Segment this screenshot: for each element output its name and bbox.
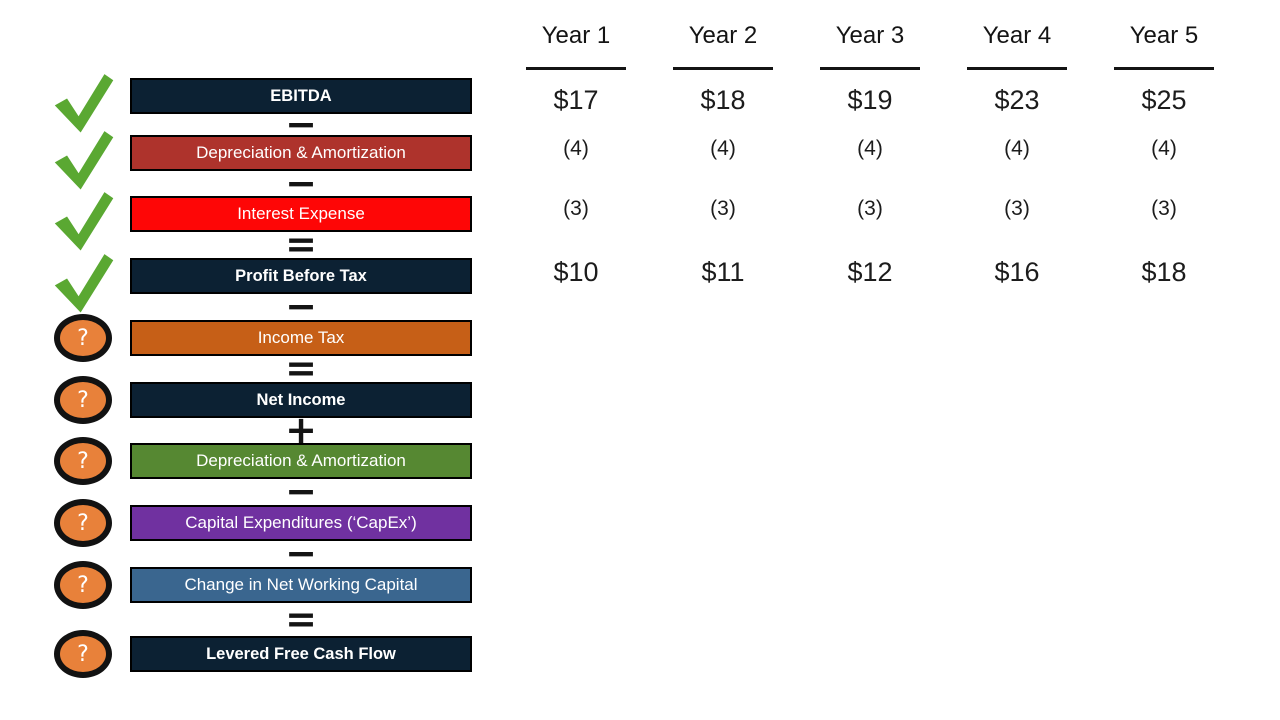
year-underline bbox=[820, 67, 920, 70]
bar-label: Depreciation & Amortization bbox=[196, 451, 406, 470]
value-cell: (4) bbox=[857, 137, 883, 160]
bar-label: Change in Net Working Capital bbox=[184, 575, 418, 594]
question-icon: ? bbox=[54, 314, 112, 362]
check-icon bbox=[54, 192, 114, 251]
equals-operator: = bbox=[285, 222, 317, 266]
value-cell: (3) bbox=[1004, 197, 1030, 220]
bar-net-income: Net Income bbox=[130, 382, 472, 418]
value-cell: $17 bbox=[553, 85, 599, 115]
year-underline bbox=[526, 67, 626, 70]
bar-income-tax: Income Tax bbox=[130, 320, 472, 356]
year-underline bbox=[1114, 67, 1214, 70]
bar-change-in-net-working-capital: Change in Net Working Capital bbox=[130, 567, 472, 603]
bar-capital-expenditures: Capital Expenditures (‘CapEx’) bbox=[130, 505, 472, 541]
bar-profit-before-tax: Profit Before Tax bbox=[130, 258, 472, 294]
value-cell: (4) bbox=[710, 137, 736, 160]
year-header-1: Year 1 bbox=[541, 22, 611, 49]
value-cell: $18 bbox=[1141, 257, 1187, 287]
value-cell: $19 bbox=[847, 85, 893, 115]
value-cell: (4) bbox=[563, 137, 589, 160]
bar-interest-expense: Interest Expense bbox=[130, 196, 472, 232]
value-cell: (3) bbox=[563, 197, 589, 220]
value-cell: $16 bbox=[994, 257, 1040, 287]
year-underline bbox=[673, 67, 773, 70]
value-cell: $23 bbox=[994, 85, 1040, 115]
bar-ebitda: EBITDA bbox=[130, 78, 472, 114]
value-cell: $18 bbox=[700, 85, 746, 115]
bar-label: Profit Before Tax bbox=[235, 266, 367, 285]
bar-label: Depreciation & Amortization bbox=[196, 143, 406, 162]
value-cell: (4) bbox=[1004, 137, 1030, 160]
equals-operator: = bbox=[285, 346, 317, 390]
bar-levered-free-cash-flow: Levered Free Cash Flow bbox=[130, 636, 472, 672]
question-icon: ? bbox=[54, 376, 112, 424]
value-cell: (3) bbox=[1151, 197, 1177, 220]
year-header-5: Year 5 bbox=[1129, 22, 1199, 49]
bar-label: Levered Free Cash Flow bbox=[206, 644, 396, 663]
question-icon: ? bbox=[54, 437, 112, 485]
year-underline bbox=[967, 67, 1067, 70]
check-icon bbox=[54, 74, 114, 133]
bar-label: Income Tax bbox=[257, 328, 345, 347]
question-icon: ? bbox=[54, 561, 112, 609]
minus-operator: − bbox=[285, 469, 317, 513]
minus-operator: − bbox=[285, 102, 317, 146]
bar-depreciation-amortization-2: Depreciation & Amortization bbox=[130, 443, 472, 479]
bar-label: EBITDA bbox=[270, 86, 332, 105]
plus-operator: + bbox=[285, 408, 317, 452]
year-header-3: Year 3 bbox=[835, 22, 905, 49]
minus-operator: − bbox=[285, 531, 317, 575]
minus-operator: − bbox=[285, 284, 317, 328]
bar-label: Net Income bbox=[256, 390, 346, 409]
bar-depreciation-amortization-1: Depreciation & Amortization bbox=[130, 135, 472, 171]
check-icon bbox=[54, 254, 114, 313]
value-cell: $10 bbox=[553, 257, 599, 287]
question-icon: ? bbox=[54, 630, 112, 678]
value-cell: (3) bbox=[857, 197, 883, 220]
value-cell: (3) bbox=[710, 197, 736, 220]
minus-operator: − bbox=[285, 161, 317, 205]
check-icon bbox=[54, 131, 114, 190]
year-header-2: Year 2 bbox=[688, 22, 758, 49]
year-header-4: Year 4 bbox=[982, 22, 1052, 49]
bar-label: Interest Expense bbox=[237, 204, 365, 223]
equals-operator: = bbox=[285, 597, 317, 641]
value-cell: $12 bbox=[847, 257, 893, 287]
value-cell: $11 bbox=[701, 257, 745, 287]
value-cell: (4) bbox=[1151, 137, 1177, 160]
bar-label: Capital Expenditures (‘CapEx’) bbox=[185, 513, 417, 532]
question-icon: ? bbox=[54, 499, 112, 547]
value-cell: $25 bbox=[1141, 85, 1187, 115]
